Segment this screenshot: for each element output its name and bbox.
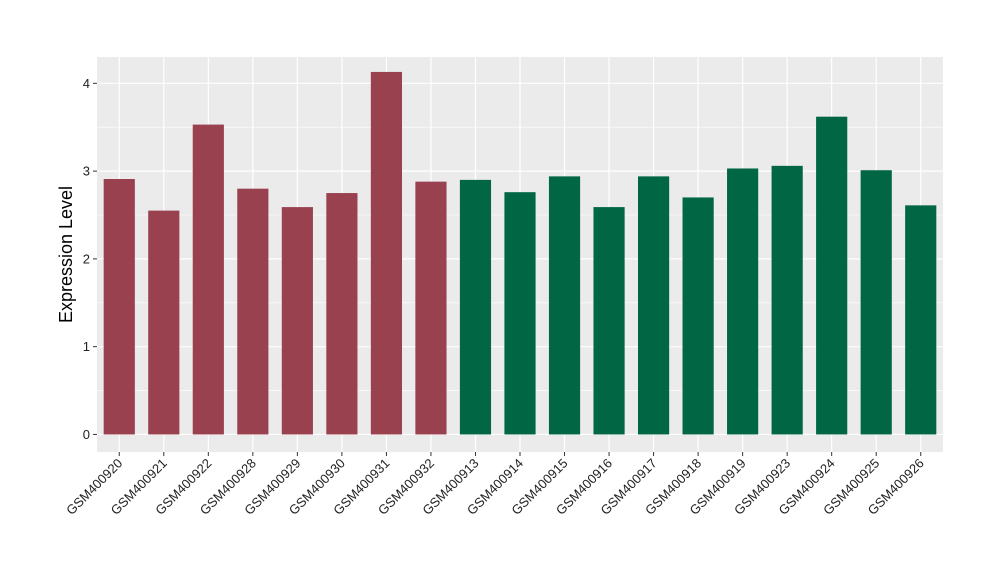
y-tick-label: 4 [83, 76, 90, 91]
y-tick-label: 1 [83, 339, 90, 354]
bar-GSM400918 [682, 197, 714, 435]
bar-GSM400922 [192, 124, 224, 435]
y-tick-label: 2 [83, 251, 90, 266]
bar-GSM400924 [816, 116, 848, 435]
y-tick-label: 3 [83, 164, 90, 179]
bar-GSM400913 [459, 179, 492, 435]
bar-GSM400929 [281, 207, 313, 435]
bar-GSM400925 [860, 170, 892, 435]
bars [103, 71, 937, 435]
bar-GSM400917 [637, 176, 670, 435]
bar-GSM400919 [727, 168, 759, 435]
bar-GSM400932 [415, 181, 447, 435]
bar-GSM400928 [237, 188, 269, 435]
bar-GSM400915 [548, 176, 581, 435]
y-axis: 0 1 2 3 4 [83, 76, 97, 442]
y-axis-title: Expression Level [56, 186, 76, 323]
x-axis: GSM400920GSM400921GSM400922GSM400928GSM4… [63, 452, 927, 518]
y-tick-label: 0 [83, 427, 90, 442]
bar-GSM400926 [905, 205, 937, 435]
bar-GSM400923 [771, 165, 803, 435]
bar-GSM400931 [370, 71, 403, 435]
bar-GSM400920 [103, 179, 135, 435]
bar-GSM400916 [593, 207, 625, 435]
bar-GSM400914 [504, 192, 536, 435]
bar-GSM400921 [148, 210, 180, 435]
bar-GSM400930 [326, 193, 358, 435]
